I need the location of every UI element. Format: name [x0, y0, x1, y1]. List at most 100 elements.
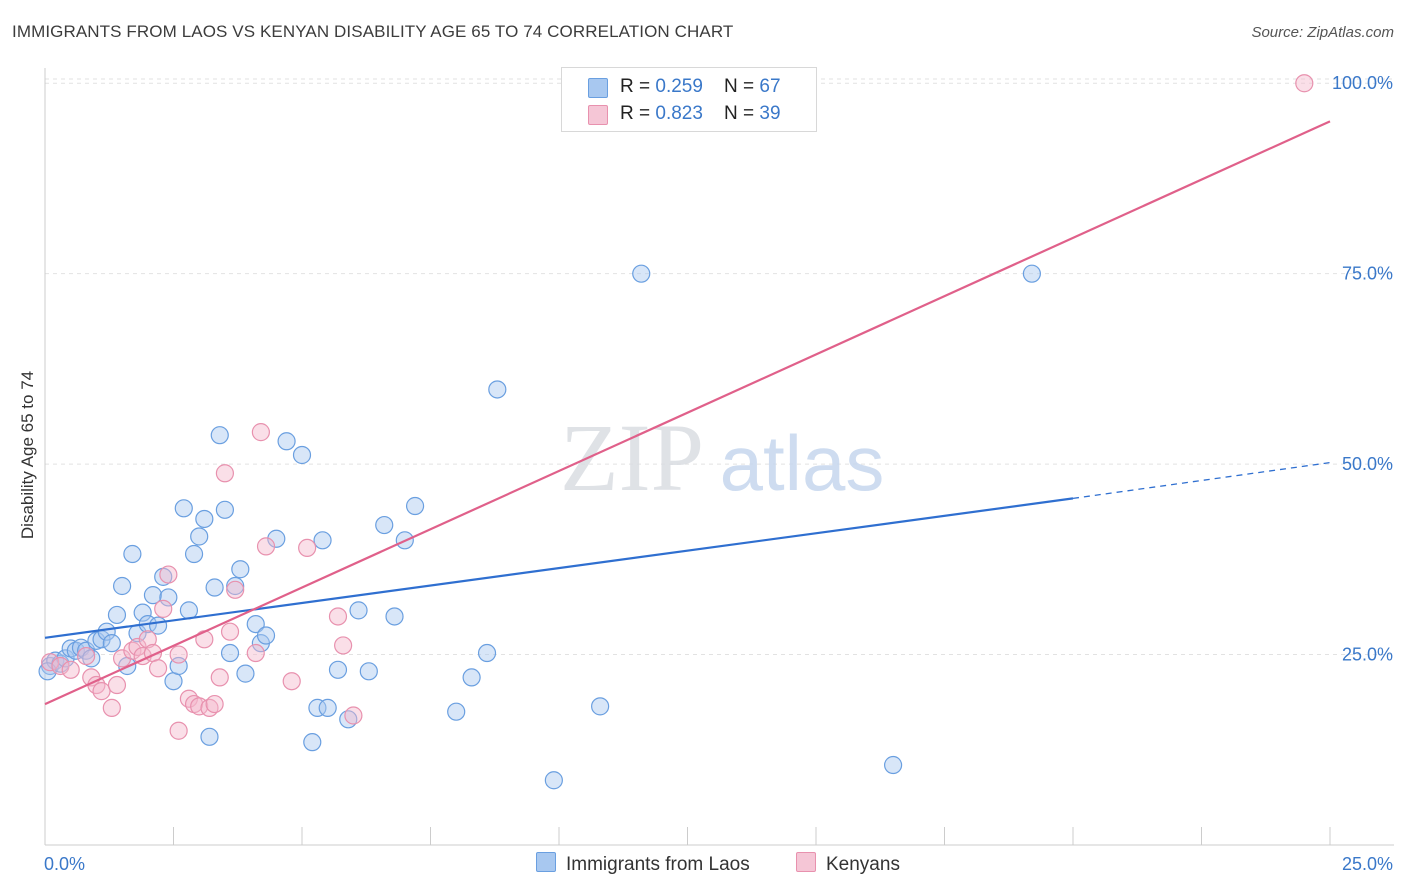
laos-point: [210, 426, 229, 445]
kenyans-point: [169, 721, 188, 740]
laos-point: [123, 544, 142, 564]
laos-point: [164, 672, 183, 691]
laos-point: [359, 662, 378, 681]
laos-point: [102, 634, 121, 653]
legend-r-value: 0.259: [655, 76, 703, 97]
kenyans-point: [344, 706, 363, 725]
kenyans-point: [215, 464, 234, 483]
legend-swatch-kenyans: [588, 105, 608, 125]
laos-point: [267, 529, 286, 548]
legend-r-label: R =: [620, 76, 656, 97]
y-tick-label: 75.0%: [1342, 264, 1393, 284]
laos-point: [179, 601, 199, 620]
kenyans-point: [179, 689, 199, 708]
kenyans-point: [154, 599, 173, 618]
y-tick-label: 50.0%: [1342, 454, 1393, 474]
laos-point: [1022, 264, 1041, 283]
laos-point: [318, 698, 337, 717]
laos-point: [226, 576, 245, 596]
laos-point: [349, 601, 368, 620]
kenyans-point: [210, 668, 229, 687]
laos-point: [195, 509, 214, 529]
chart-title: IMMIGRANTS FROM LAOS VS KENYAN DISABILIT…: [12, 22, 734, 41]
legend-r-value: 0.823: [655, 103, 703, 124]
kenyans-point: [148, 659, 168, 678]
bottom-legend-label-kenyans: Kenyans: [826, 854, 900, 875]
laos-point: [308, 698, 327, 717]
laos-point: [231, 560, 250, 579]
laos-point: [591, 697, 610, 716]
laos-point: [303, 733, 322, 752]
bottom-legend-swatch-laos: [536, 852, 556, 872]
kenyans-point: [328, 607, 348, 626]
laos-point: [246, 614, 265, 634]
laos-point: [184, 544, 204, 564]
watermark-atlas: atlas: [720, 419, 885, 507]
laos-point: [447, 702, 466, 721]
laos-point: [544, 771, 563, 790]
laos-point: [236, 664, 255, 683]
laos-point: [292, 445, 312, 465]
laos-trend-line: [44, 497, 1074, 639]
laos-point: [200, 727, 219, 746]
kenyans-point: [61, 660, 80, 679]
kenyans-point: [1295, 74, 1314, 93]
kenyans-point: [159, 565, 178, 584]
legend-n-value: 67: [759, 76, 781, 97]
kenyans-point: [112, 649, 132, 668]
laos-point: [174, 499, 193, 518]
legend-n-label: N =: [724, 103, 760, 124]
kenyans-point: [246, 643, 265, 663]
trend-lines: [44, 120, 1331, 706]
legend-swatch-laos: [588, 78, 608, 98]
bottom-legend-laos[interactable]: Immigrants from Laos: [536, 852, 750, 876]
laos-point: [488, 380, 507, 399]
kenyans-point: [282, 672, 301, 691]
kenyans-point: [169, 645, 188, 664]
watermark: ZIP atlas: [560, 404, 884, 511]
laos-point: [133, 603, 152, 622]
laos-point: [159, 588, 178, 607]
series-kenyans-points: [41, 74, 1314, 740]
laos-point: [190, 527, 209, 546]
laos-point: [256, 626, 276, 645]
kenyans-point: [256, 537, 276, 556]
x-tick-label: 25.0%: [1342, 854, 1393, 874]
laos-point: [385, 607, 404, 626]
bottom-legend-swatch-kenyans: [796, 852, 816, 872]
kenyans-point: [41, 653, 60, 672]
laos-point: [375, 515, 394, 535]
y-axis-label: Disability Age 65 to 74: [18, 370, 37, 540]
laos-point: [112, 576, 132, 596]
source-label: Source: ZipAtlas.com: [1251, 24, 1394, 41]
y-tick-label: 100.0%: [1332, 73, 1393, 93]
kenyans-point: [102, 698, 121, 717]
tick-labels: 25.0% 50.0% 75.0% 100.0% 0.0% 25.0%: [44, 73, 1393, 874]
correlation-legend: R = 0.259 N = 67 R = 0.823 N = 39: [561, 67, 817, 132]
series-laos-points: [38, 264, 1041, 790]
laos-point: [632, 264, 651, 283]
kenyans-point: [334, 636, 353, 655]
laos-point: [107, 605, 127, 625]
legend-n-value: 39: [759, 103, 781, 124]
x-tick-label: 0.0%: [44, 854, 85, 874]
legend-r-label: R =: [620, 103, 656, 124]
laos-point: [405, 496, 425, 516]
kenyans-trend-line: [44, 120, 1331, 706]
laos-point: [215, 500, 234, 519]
kenyans-point: [205, 694, 224, 714]
laos-point: [313, 531, 332, 550]
kenyans-point: [220, 622, 240, 641]
bottom-legend-label-laos: Immigrants from Laos: [566, 854, 750, 875]
laos-point: [97, 622, 116, 641]
bottom-legend-kenyans[interactable]: Kenyans: [796, 852, 900, 876]
kenyans-point: [51, 656, 70, 676]
laos-point: [883, 755, 903, 775]
kenyans-point: [298, 538, 317, 558]
axes: [44, 68, 1394, 846]
kenyans-point: [138, 630, 157, 649]
laos-point: [66, 641, 85, 660]
kenyans-point: [107, 675, 127, 695]
laos-point: [143, 586, 163, 605]
